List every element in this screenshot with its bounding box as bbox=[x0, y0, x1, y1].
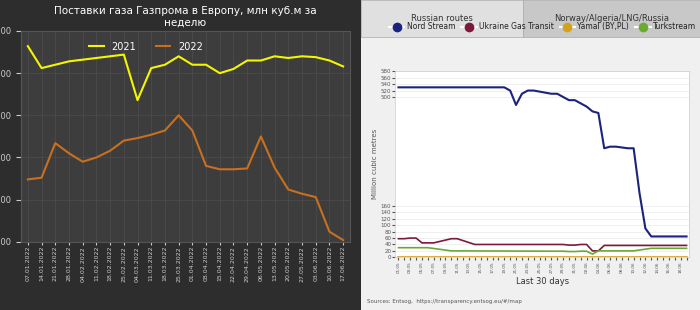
2021 bbox=[312, 55, 320, 59]
2021 bbox=[243, 59, 251, 62]
2021 bbox=[120, 53, 128, 56]
2022 bbox=[161, 129, 169, 132]
2022 bbox=[51, 141, 60, 145]
X-axis label: Last 30 days: Last 30 days bbox=[516, 277, 569, 286]
2022 bbox=[147, 133, 155, 137]
2021 bbox=[230, 67, 238, 71]
2021 bbox=[51, 63, 60, 67]
2021 bbox=[92, 56, 101, 60]
2021 bbox=[24, 44, 32, 48]
Text: Norway/Algeria/LNG/Russia: Norway/Algeria/LNG/Russia bbox=[554, 14, 669, 23]
2021 bbox=[257, 59, 265, 62]
2022 bbox=[106, 149, 114, 153]
2022 bbox=[37, 176, 46, 179]
Title: Поставки газа Газпрома в Европу, млн куб.м за
неделю: Поставки газа Газпрома в Европу, млн куб… bbox=[54, 6, 317, 28]
2021 bbox=[339, 64, 347, 68]
2022 bbox=[312, 195, 320, 199]
2022 bbox=[243, 166, 251, 170]
2022 bbox=[188, 129, 197, 132]
2022 bbox=[120, 139, 128, 143]
2022 bbox=[298, 192, 306, 196]
2022 bbox=[270, 166, 279, 170]
2022 bbox=[339, 238, 347, 242]
2021 bbox=[78, 58, 87, 61]
2022 bbox=[133, 136, 141, 140]
2022 bbox=[284, 188, 293, 191]
2022 bbox=[24, 178, 32, 181]
2021 bbox=[161, 63, 169, 67]
2022 bbox=[257, 135, 265, 138]
2022 bbox=[78, 160, 87, 164]
Text: Russian routes: Russian routes bbox=[411, 14, 473, 23]
2021 bbox=[147, 66, 155, 70]
2021 bbox=[202, 63, 210, 67]
FancyBboxPatch shape bbox=[360, 0, 524, 37]
2022 bbox=[216, 167, 224, 171]
Text: Sources: Entsog,  https://transparency.entsog.eu/#/map: Sources: Entsog, https://transparency.en… bbox=[368, 299, 522, 304]
2021 bbox=[37, 66, 46, 70]
Legend: Nord Stream, Ukraine Gas Transit, Yamal (BY,PL), Turkstream: Nord Stream, Ukraine Gas Transit, Yamal … bbox=[386, 19, 699, 34]
2021 bbox=[65, 60, 74, 63]
2022 bbox=[174, 113, 183, 117]
2021 bbox=[174, 55, 183, 58]
2021 bbox=[106, 55, 114, 58]
2021 bbox=[188, 63, 197, 67]
2021 bbox=[298, 55, 306, 58]
2022 bbox=[202, 164, 210, 168]
Y-axis label: Million cubic metres: Million cubic metres bbox=[372, 129, 378, 199]
2021 bbox=[326, 59, 334, 62]
2021 bbox=[133, 98, 141, 102]
FancyBboxPatch shape bbox=[524, 0, 700, 37]
Line: 2021: 2021 bbox=[28, 46, 343, 100]
2021 bbox=[284, 56, 293, 60]
Line: 2022: 2022 bbox=[28, 115, 343, 240]
2022 bbox=[230, 167, 238, 171]
2021 bbox=[270, 55, 279, 58]
2022 bbox=[92, 156, 101, 159]
Legend: 2021, 2022: 2021, 2022 bbox=[85, 38, 206, 56]
2022 bbox=[326, 230, 334, 233]
2021 bbox=[216, 71, 224, 75]
2022 bbox=[65, 151, 74, 155]
